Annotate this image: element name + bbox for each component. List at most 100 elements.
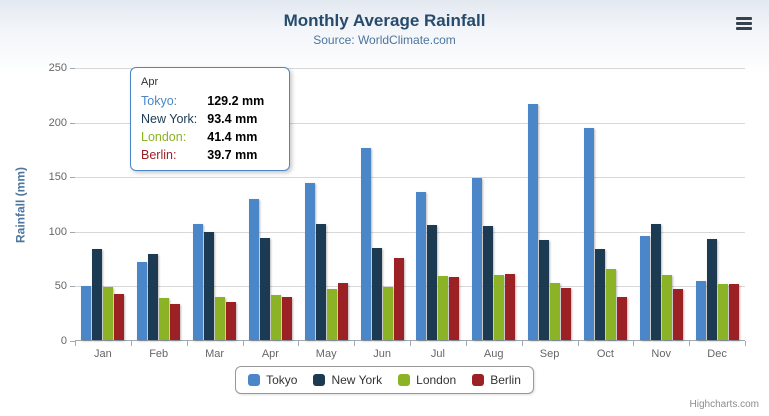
bar-new-york-aug[interactable]: [483, 226, 494, 340]
x-axis-category-label: Nov: [651, 348, 671, 360]
bar-new-york-apr[interactable]: [259, 238, 270, 340]
bar-london-feb[interactable]: [159, 297, 170, 340]
chart-subtitle: Source: WorldClimate.com: [313, 33, 456, 47]
bar-tokyo-sep[interactable]: [528, 103, 539, 340]
bar-berlin-nov[interactable]: [672, 288, 683, 340]
bar-new-york-jun[interactable]: [371, 247, 382, 340]
bar-tokyo-mar[interactable]: [193, 223, 204, 340]
x-axis-category-label: May: [315, 348, 337, 360]
x-axis-category-label: Jan: [94, 348, 112, 360]
y-axis-tick-label: 150: [48, 171, 67, 184]
legend-label: London: [416, 373, 457, 387]
bar-tokyo-apr[interactable]: [248, 198, 259, 340]
x-axis-category-label: Sep: [539, 348, 560, 360]
tooltip-series-value: 129.2 mm: [207, 94, 265, 108]
bar-tokyo-dec[interactable]: [695, 280, 706, 340]
y-axis-tick: [70, 286, 75, 288]
bar-berlin-jul[interactable]: [449, 277, 460, 340]
bar-tokyo-jul[interactable]: [416, 191, 427, 340]
legend-item-berlin[interactable]: Berlin: [472, 373, 521, 387]
tooltip-series-name: London:: [141, 130, 187, 144]
legend-swatch-london: [398, 374, 411, 386]
gridline: [75, 122, 745, 124]
x-axis-tick: [465, 341, 467, 346]
bar-tokyo-jun[interactable]: [360, 147, 371, 340]
bar-berlin-apr[interactable]: [281, 296, 292, 340]
bar-new-york-dec[interactable]: [706, 239, 717, 340]
bar-berlin-jun[interactable]: [393, 257, 404, 340]
legend-item-tokyo[interactable]: Tokyo: [248, 373, 297, 387]
bar-berlin-dec[interactable]: [728, 284, 739, 340]
legend-item-new-york[interactable]: New York: [313, 373, 382, 387]
bar-london-oct[interactable]: [605, 268, 616, 340]
bar-new-york-mar[interactable]: [204, 232, 215, 340]
x-axis-category-label: Feb: [149, 348, 169, 360]
bar-new-york-feb[interactable]: [148, 254, 159, 340]
x-axis-tick: [745, 341, 746, 346]
bar-london-nov[interactable]: [661, 275, 672, 340]
bar-london-apr[interactable]: [270, 294, 281, 340]
x-axis-tick: [577, 341, 579, 346]
legend-label: Berlin: [490, 373, 521, 387]
x-axis-category-label: Jun: [373, 348, 391, 360]
legend-label: New York: [331, 373, 383, 387]
x-axis-category-label: Oct: [596, 348, 614, 360]
bar-london-aug[interactable]: [494, 274, 505, 340]
bar-berlin-jan[interactable]: [114, 293, 125, 340]
bar-london-jul[interactable]: [438, 275, 449, 340]
bar-london-jun[interactable]: [382, 287, 393, 340]
y-axis-tick-label: 100: [48, 225, 67, 238]
legend-swatch-tokyo: [248, 374, 261, 386]
legend: Tokyo New York London Berlin: [0, 366, 769, 394]
bar-new-york-may[interactable]: [315, 224, 326, 340]
bar-berlin-aug[interactable]: [505, 274, 516, 340]
bar-berlin-mar[interactable]: [226, 302, 237, 340]
x-axis-category-label: Mar: [205, 348, 225, 360]
highcharts-credit-link[interactable]: Highcharts.com: [689, 399, 759, 410]
bar-tokyo-may[interactable]: [304, 182, 315, 340]
x-axis-tick: [689, 341, 691, 346]
legend-box: Tokyo New York London Berlin: [235, 366, 534, 394]
y-axis-tick-label: 0: [60, 335, 67, 347]
gridline: [75, 68, 745, 69]
bar-london-may[interactable]: [326, 288, 337, 340]
bar-tokyo-aug[interactable]: [472, 177, 483, 340]
legend-item-london[interactable]: London: [398, 373, 456, 387]
bar-london-sep[interactable]: [550, 282, 561, 340]
bar-london-dec[interactable]: [717, 284, 728, 340]
x-axis-tick: [521, 341, 523, 346]
bar-berlin-feb[interactable]: [170, 303, 181, 340]
x-axis-tick: [298, 341, 300, 346]
tooltip: Apr Tokyo: 129.2 mm New York: 93.4 mm London…: [130, 67, 290, 171]
y-axis-tick-label: 200: [48, 116, 67, 129]
bar-berlin-oct[interactable]: [616, 297, 627, 340]
bar-new-york-nov[interactable]: [650, 223, 661, 340]
bar-new-york-jan[interactable]: [92, 248, 103, 340]
y-axis-tick: [70, 341, 75, 342]
bar-new-york-jul[interactable]: [427, 225, 438, 340]
legend-label: Tokyo: [266, 373, 298, 387]
tooltip-series-name: New York:: [141, 112, 198, 126]
bar-tokyo-feb[interactable]: [137, 261, 148, 340]
tooltip-rows: Tokyo: 129.2 mm New York: 93.4 mm London: 41.…: [141, 94, 279, 162]
x-axis-category-label: Dec: [707, 348, 727, 360]
gridline: [75, 231, 745, 233]
x-axis-tick: [633, 341, 635, 346]
export-menu-button[interactable]: [734, 15, 754, 33]
y-axis-tick: [70, 231, 75, 233]
bar-berlin-may[interactable]: [337, 282, 348, 340]
bar-london-jan[interactable]: [103, 286, 114, 340]
tooltip-series-value: 41.4 mm: [207, 130, 258, 144]
bar-new-york-oct[interactable]: [594, 248, 605, 340]
y-axis-tick-label: 250: [48, 62, 67, 74]
bar-new-york-sep[interactable]: [539, 240, 550, 340]
bar-tokyo-nov[interactable]: [639, 235, 650, 340]
bar-tokyo-oct[interactable]: [583, 128, 594, 340]
bar-tokyo-jan[interactable]: [81, 285, 92, 340]
x-axis-tick: [242, 341, 244, 346]
x-axis-category-label: Aug: [483, 348, 504, 360]
tooltip-series-value: 39.7 mm: [207, 148, 258, 162]
bar-london-mar[interactable]: [215, 297, 226, 340]
gridline: [75, 286, 745, 288]
bar-berlin-sep[interactable]: [561, 288, 572, 340]
